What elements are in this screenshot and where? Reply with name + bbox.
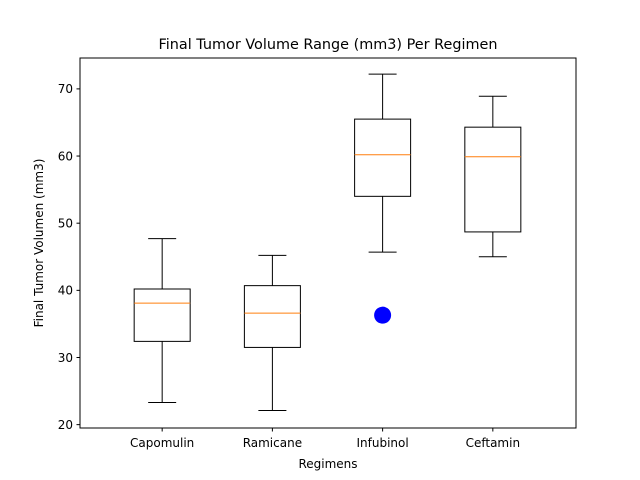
y-tick-label: 20 [58,418,73,432]
box-infubinol [354,73,412,324]
chart-title: Final Tumor Volume Range (mm3) Per Regim… [159,37,498,53]
axis-ticks: 20 30 40 50 60 70 Capomulin Ramicane Infubinol Ce… [58,82,520,450]
iqr-box [354,118,412,197]
y-tick-label: 50 [58,216,73,230]
y-tick-label: 70 [58,82,73,96]
y-axis-label: Final Tumor Volumen (mm3) [32,159,46,328]
x-tick-label: Ramicane [243,436,302,450]
axes-frame [79,57,577,429]
box-capomulin [133,238,191,403]
y-tick-label: 60 [58,149,73,163]
x-axis-label: Regimens [298,457,357,471]
box-ceftamin [464,95,522,258]
x-tick-label: Capomulin [130,436,194,450]
x-tick-label: Infubinol [357,436,409,450]
iqr-box [133,288,191,342]
outlier-point [374,306,392,324]
plot-area [133,73,522,412]
x-tick-label: Ceftamin [466,436,520,450]
box-ramicane [243,254,301,412]
iqr-box [243,285,301,348]
y-tick-label: 30 [58,351,73,365]
iqr-box [464,126,522,233]
y-tick-label: 40 [58,284,73,298]
